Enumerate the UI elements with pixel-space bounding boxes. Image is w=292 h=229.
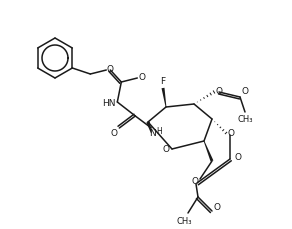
Text: HN: HN <box>102 98 116 107</box>
Text: O: O <box>234 153 241 161</box>
Text: O: O <box>241 87 248 96</box>
Polygon shape <box>146 122 152 133</box>
Text: O: O <box>111 128 118 137</box>
Text: O: O <box>139 74 146 82</box>
Text: N: N <box>149 130 156 139</box>
Text: O: O <box>213 204 220 213</box>
Text: O: O <box>192 177 199 185</box>
Text: CH₃: CH₃ <box>237 114 253 123</box>
Text: F: F <box>160 77 166 87</box>
Polygon shape <box>161 88 166 107</box>
Text: CH₃: CH₃ <box>176 216 192 226</box>
Text: H: H <box>157 126 162 136</box>
Text: O: O <box>215 87 223 95</box>
Polygon shape <box>204 141 213 161</box>
Text: O: O <box>163 145 169 155</box>
Text: O: O <box>227 128 234 137</box>
Text: O: O <box>107 65 114 74</box>
